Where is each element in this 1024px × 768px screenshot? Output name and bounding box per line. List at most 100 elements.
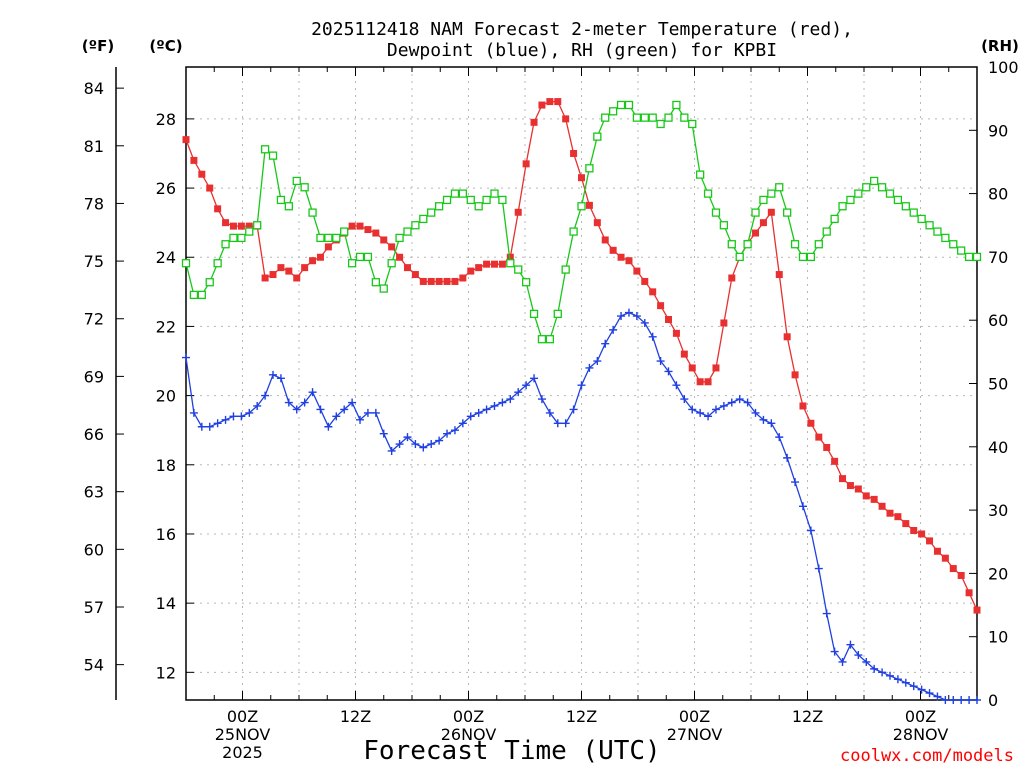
rh-point bbox=[260, 145, 270, 154]
rh-point bbox=[545, 335, 555, 344]
dewpoint-point bbox=[664, 367, 673, 376]
dewpoint-point bbox=[474, 408, 483, 417]
temperature-point bbox=[190, 156, 198, 164]
dewpoint-point bbox=[925, 689, 934, 698]
temperature-point bbox=[926, 537, 934, 545]
rh-point bbox=[909, 208, 918, 217]
rh-point bbox=[506, 259, 515, 268]
temperature-point bbox=[245, 222, 253, 230]
dewpoint-point bbox=[229, 412, 238, 421]
dewpoint-point bbox=[514, 388, 523, 397]
temperature-point bbox=[933, 547, 941, 555]
rh-point bbox=[648, 113, 657, 122]
dewpoint-point bbox=[458, 419, 467, 428]
dewpoint-point bbox=[791, 478, 800, 487]
temperature-point bbox=[285, 267, 293, 275]
temperature-point bbox=[372, 229, 380, 237]
dewpoint-point bbox=[348, 398, 357, 407]
rh-point bbox=[284, 202, 293, 211]
celsius-tick-label: 16 bbox=[156, 525, 176, 544]
celsius-axis-unit: (ºC) bbox=[149, 37, 182, 55]
rh-point bbox=[854, 189, 863, 198]
dewpoint-point bbox=[371, 408, 380, 417]
dewpoint-point bbox=[340, 405, 349, 414]
temperature-point bbox=[214, 205, 222, 213]
dewpoint-point bbox=[379, 429, 388, 438]
rh-point bbox=[838, 202, 847, 211]
dewpoint-point bbox=[490, 401, 499, 410]
temperature-point bbox=[316, 253, 324, 261]
rh-point bbox=[324, 233, 333, 243]
temperature-point bbox=[846, 482, 854, 490]
temperature-point bbox=[965, 589, 973, 597]
dewpoint-point bbox=[949, 696, 958, 704]
temperature-point bbox=[396, 253, 404, 261]
temperature-point bbox=[206, 184, 214, 192]
temperature-point bbox=[902, 520, 910, 528]
fahrenheit-tick-label: 78 bbox=[84, 194, 104, 213]
x-tick-label: 00Z bbox=[679, 707, 710, 726]
x-tick-label: 25NOV bbox=[215, 725, 271, 744]
temperature-point bbox=[767, 208, 775, 216]
dewpoint-point bbox=[522, 381, 531, 390]
dewpoint-point bbox=[577, 381, 586, 390]
temperature-point bbox=[752, 229, 760, 237]
temperature-point bbox=[182, 136, 190, 144]
dewpoint-point bbox=[593, 357, 602, 366]
fahrenheit-tick-label: 75 bbox=[84, 252, 104, 271]
dewpoint-point bbox=[387, 446, 396, 455]
rh-point bbox=[743, 240, 752, 249]
temperature-point bbox=[483, 260, 491, 268]
temperature-point bbox=[562, 115, 570, 123]
rh-point bbox=[442, 195, 452, 205]
rh-point bbox=[696, 170, 705, 179]
rh-point bbox=[514, 265, 523, 274]
dewpoint-point bbox=[648, 332, 657, 341]
x-tick-label: 00Z bbox=[227, 707, 258, 726]
dewpoint-point bbox=[569, 405, 578, 414]
dewpoint-point bbox=[221, 415, 230, 424]
rh-point bbox=[972, 252, 982, 262]
rh-point bbox=[181, 259, 191, 268]
dewpoint-point bbox=[284, 398, 293, 407]
rh-point bbox=[403, 227, 412, 236]
dewpoint-point bbox=[482, 405, 491, 414]
dewpoint-point bbox=[435, 436, 444, 445]
rh-point bbox=[941, 233, 950, 243]
dewpoint-point bbox=[443, 429, 452, 438]
temperature-point bbox=[831, 457, 839, 465]
rh-tick-label: 70 bbox=[988, 248, 1008, 267]
temperature-point bbox=[886, 509, 894, 517]
dewpoint-point bbox=[719, 401, 728, 410]
temperature-point bbox=[854, 485, 862, 493]
rh-point bbox=[276, 195, 286, 205]
rh-tick-label: 80 bbox=[988, 185, 1008, 204]
fahrenheit-tick-label: 63 bbox=[84, 483, 104, 502]
rh-point bbox=[427, 208, 436, 217]
rh-point bbox=[237, 233, 246, 243]
dewpoint-point bbox=[300, 398, 309, 407]
rh-point bbox=[363, 252, 373, 262]
dewpoint-point bbox=[759, 415, 768, 424]
temperature-point bbox=[427, 277, 435, 285]
rh-point bbox=[521, 278, 531, 287]
temperature-point bbox=[411, 271, 419, 279]
temperature-point bbox=[554, 98, 562, 106]
rh-point bbox=[213, 259, 222, 268]
temperature-point bbox=[720, 319, 728, 327]
fahrenheit-tick-label: 72 bbox=[84, 310, 104, 329]
rh-point bbox=[347, 259, 357, 268]
rh-point bbox=[949, 240, 958, 249]
celsius-tick-label: 26 bbox=[156, 179, 176, 198]
temperature-point bbox=[324, 243, 332, 251]
dewpoint-point bbox=[324, 422, 333, 431]
temperature-point bbox=[348, 222, 356, 230]
dewpoint-point bbox=[854, 651, 863, 660]
dewpoint-point bbox=[197, 422, 206, 431]
rh-point bbox=[767, 189, 776, 198]
fahrenheit-tick-label: 84 bbox=[84, 79, 104, 98]
rh-point bbox=[790, 240, 800, 249]
temperature-point bbox=[364, 226, 372, 234]
dewpoint-point bbox=[506, 395, 515, 404]
